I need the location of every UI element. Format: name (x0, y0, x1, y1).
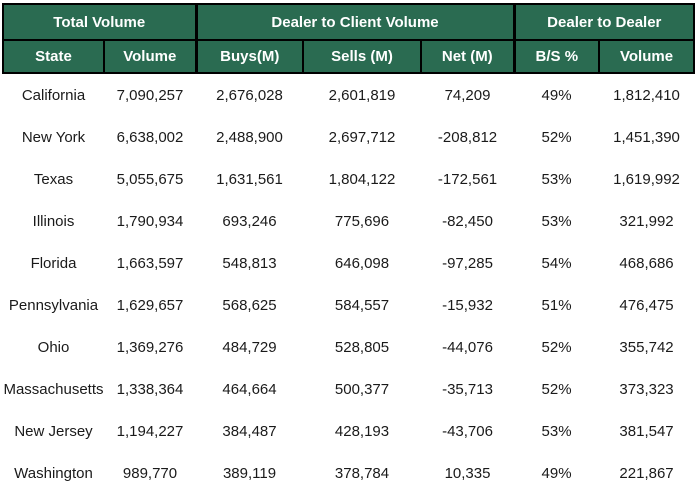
cell-state: Pennsylvania (3, 284, 104, 326)
table-row: New York 6,638,002 2,488,900 2,697,712 -… (3, 116, 695, 158)
section-header-dealer-to-dealer: Dealer to Dealer (513, 3, 696, 41)
cell-net: -82,450 (421, 200, 515, 242)
cell-bs-pct: 54% (514, 242, 600, 284)
table-row: Massachusetts 1,338,364 464,664 500,377 … (3, 368, 695, 410)
cell-total-volume: 5,055,675 (104, 158, 197, 200)
cell-sells: 428,193 (303, 410, 422, 452)
cell-total-volume: 1,629,657 (104, 284, 197, 326)
cell-sells: 1,804,122 (303, 158, 422, 200)
cell-buys: 389,119 (196, 452, 304, 493)
cell-net: -44,076 (421, 326, 515, 368)
cell-net: -35,713 (421, 368, 515, 410)
cell-dd-volume: 1,812,410 (599, 73, 695, 116)
cell-state: Florida (3, 242, 104, 284)
cell-bs-pct: 49% (514, 73, 600, 116)
cell-state: Washington (3, 452, 104, 493)
cell-state: California (3, 73, 104, 116)
cell-sells: 2,601,819 (303, 73, 422, 116)
cell-bs-pct: 53% (514, 200, 600, 242)
cell-buys: 384,487 (196, 410, 304, 452)
cell-total-volume: 1,194,227 (104, 410, 197, 452)
cell-buys: 2,488,900 (196, 116, 304, 158)
cell-sells: 584,557 (303, 284, 422, 326)
cell-total-volume: 1,369,276 (104, 326, 197, 368)
cell-buys: 484,729 (196, 326, 304, 368)
cell-total-volume: 6,638,002 (104, 116, 197, 158)
table-row: New Jersey 1,194,227 384,487 428,193 -43… (3, 410, 695, 452)
cell-net: 10,335 (421, 452, 515, 493)
cell-buys: 693,246 (196, 200, 304, 242)
cell-sells: 500,377 (303, 368, 422, 410)
column-header-dd-volume: Volume (598, 39, 696, 74)
cell-dd-volume: 1,451,390 (599, 116, 695, 158)
cell-sells: 378,784 (303, 452, 422, 493)
cell-dd-volume: 221,867 (599, 452, 695, 493)
cell-buys: 568,625 (196, 284, 304, 326)
table-row: Pennsylvania 1,629,657 568,625 584,557 -… (3, 284, 695, 326)
cell-sells: 528,805 (303, 326, 422, 368)
cell-state: Massachusetts (3, 368, 104, 410)
cell-net: -208,812 (421, 116, 515, 158)
column-header-bs-pct: B/S % (513, 39, 601, 74)
cell-total-volume: 1,663,597 (104, 242, 197, 284)
cell-state: New York (3, 116, 104, 158)
column-header-net: Net (M) (420, 39, 516, 74)
cell-total-volume: 7,090,257 (104, 73, 197, 116)
table-header: Total Volume Dealer to Client Volume Dea… (1, 3, 696, 74)
cell-state: New Jersey (3, 410, 104, 452)
cell-net: 74,209 (421, 73, 515, 116)
cell-bs-pct: 51% (514, 284, 600, 326)
cell-state: Texas (3, 158, 104, 200)
cell-net: -97,285 (421, 242, 515, 284)
cell-total-volume: 1,790,934 (104, 200, 197, 242)
cell-net: -15,932 (421, 284, 515, 326)
table-row: Washington 989,770 389,119 378,784 10,33… (3, 452, 695, 493)
table-row: California 7,090,257 2,676,028 2,601,819… (3, 73, 695, 116)
cell-buys: 548,813 (196, 242, 304, 284)
cell-net: -43,706 (421, 410, 515, 452)
cell-sells: 775,696 (303, 200, 422, 242)
column-header-total-volume: Volume (102, 39, 198, 74)
table-row: Florida 1,663,597 548,813 646,098 -97,28… (3, 242, 695, 284)
column-header-sells: Sells (M) (302, 39, 423, 74)
cell-dd-volume: 355,742 (599, 326, 695, 368)
cell-bs-pct: 53% (514, 158, 600, 200)
cell-bs-pct: 52% (514, 116, 600, 158)
cell-state: Ohio (3, 326, 104, 368)
cell-dd-volume: 476,475 (599, 284, 695, 326)
cell-state: Illinois (3, 200, 104, 242)
cell-bs-pct: 52% (514, 326, 600, 368)
cell-total-volume: 1,338,364 (104, 368, 197, 410)
section-header-total-volume: Total Volume (1, 3, 198, 41)
column-header-row: State Volume Buys(M) Sells (M) Net (M) B… (2, 39, 696, 74)
table-row: Texas 5,055,675 1,631,561 1,804,122 -172… (3, 158, 695, 200)
cell-buys: 464,664 (196, 368, 304, 410)
cell-bs-pct: 49% (514, 452, 600, 493)
cell-dd-volume: 1,619,992 (599, 158, 695, 200)
cell-sells: 646,098 (303, 242, 422, 284)
volume-table: Total Volume Dealer to Client Volume Dea… (1, 3, 696, 493)
cell-buys: 2,676,028 (196, 73, 304, 116)
cell-net: -172,561 (421, 158, 515, 200)
section-header-dealer-to-client-volume: Dealer to Client Volume (195, 3, 516, 41)
cell-sells: 2,697,712 (303, 116, 422, 158)
cell-dd-volume: 468,686 (599, 242, 695, 284)
cell-dd-volume: 373,323 (599, 368, 695, 410)
table-body: California 7,090,257 2,676,028 2,601,819… (3, 73, 695, 493)
column-header-state: State (2, 39, 105, 74)
cell-dd-volume: 381,547 (599, 410, 695, 452)
cell-bs-pct: 53% (514, 410, 600, 452)
cell-dd-volume: 321,992 (599, 200, 695, 242)
column-header-buys: Buys(M) (195, 39, 305, 74)
cell-buys: 1,631,561 (196, 158, 304, 200)
section-header-row: Total Volume Dealer to Client Volume Dea… (1, 3, 696, 41)
table-row: Illinois 1,790,934 693,246 775,696 -82,4… (3, 200, 695, 242)
cell-bs-pct: 52% (514, 368, 600, 410)
cell-total-volume: 989,770 (104, 452, 197, 493)
table-row: Ohio 1,369,276 484,729 528,805 -44,076 5… (3, 326, 695, 368)
